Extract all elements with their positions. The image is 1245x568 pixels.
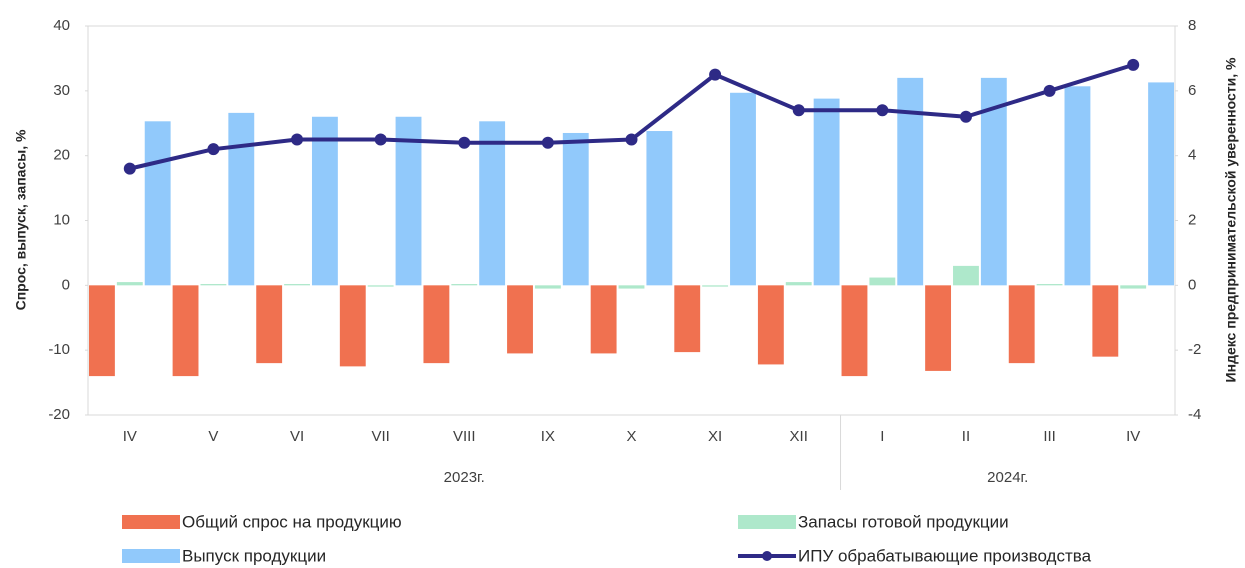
bar xyxy=(144,121,171,286)
line-marker xyxy=(374,133,387,146)
bar xyxy=(1148,82,1174,286)
bar xyxy=(451,284,478,286)
bar xyxy=(172,285,199,377)
bar xyxy=(869,277,896,286)
x-tick-label: II xyxy=(962,428,970,445)
bar xyxy=(841,285,868,377)
bar xyxy=(256,285,283,364)
bar xyxy=(89,285,115,377)
bar xyxy=(730,92,756,286)
x-tick-label: IV xyxy=(123,428,137,445)
bar xyxy=(200,284,227,286)
legend-swatch xyxy=(762,551,772,561)
bar xyxy=(618,285,645,289)
y-tick-label: 10 xyxy=(53,211,70,228)
bar xyxy=(339,285,366,367)
y2-tick-label: 8 xyxy=(1188,17,1196,34)
bar xyxy=(284,284,310,286)
bar xyxy=(116,282,143,286)
bar xyxy=(646,131,673,286)
x-tick-label: VII xyxy=(371,428,389,445)
line-marker xyxy=(709,68,722,81)
bar xyxy=(534,285,561,289)
line-marker xyxy=(1127,58,1140,71)
x-tick-label: XI xyxy=(708,428,722,445)
y2-tick-label: 4 xyxy=(1188,147,1196,164)
bar xyxy=(785,282,812,286)
line-marker xyxy=(291,133,304,146)
y2-axis-title: Индекс предпринимательской уверенности, … xyxy=(1223,57,1239,382)
y2-tick-label: 0 xyxy=(1188,276,1196,293)
bar xyxy=(507,285,533,354)
bar xyxy=(1036,284,1063,286)
bar xyxy=(897,77,924,286)
bar xyxy=(953,265,979,286)
x-tick-label: VI xyxy=(290,428,304,445)
bar xyxy=(813,98,840,286)
x-tick-label: IX xyxy=(541,428,555,445)
y-tick-label: 30 xyxy=(53,82,70,99)
bar xyxy=(367,285,394,287)
line-marker xyxy=(959,110,972,123)
line-marker xyxy=(1043,84,1056,97)
y-tick-label: -10 xyxy=(48,341,70,358)
bar xyxy=(925,285,952,371)
bar xyxy=(1092,285,1119,357)
y2-tick-label: -4 xyxy=(1188,406,1201,423)
bar xyxy=(1120,285,1147,289)
line-marker xyxy=(541,136,554,149)
bar xyxy=(1008,285,1035,364)
y2-tick-label: -2 xyxy=(1188,341,1201,358)
bar xyxy=(702,285,729,287)
line-marker xyxy=(458,136,471,149)
x-tick-label: V xyxy=(208,428,218,445)
line-marker xyxy=(625,133,638,146)
x-group-label: 2024г. xyxy=(987,469,1028,486)
legend-label: Запасы готовой продукции xyxy=(798,512,1009,531)
x-tick-label: III xyxy=(1043,428,1056,445)
legend-label: Выпуск продукции xyxy=(182,546,326,565)
line-marker xyxy=(876,104,889,117)
legend-label: Общий спрос на продукцию xyxy=(182,512,402,531)
bar xyxy=(674,285,701,353)
legend-swatch xyxy=(122,515,180,529)
x-tick-label: I xyxy=(880,428,884,445)
y-axis-title: Спрос, выпуск, запасы, % xyxy=(13,129,29,310)
x-tick-label: XII xyxy=(790,428,808,445)
y2-tick-label: 2 xyxy=(1188,211,1196,228)
bar xyxy=(590,285,617,354)
line-marker xyxy=(123,162,136,175)
x-tick-label: IV xyxy=(1126,428,1140,445)
bar xyxy=(1064,86,1091,286)
y2-tick-label: 6 xyxy=(1188,82,1196,99)
x-group-label: 2023г. xyxy=(444,469,485,486)
legend-label: ИПУ обрабатывающие производства xyxy=(798,546,1092,565)
bar xyxy=(757,285,784,365)
bar xyxy=(311,116,338,286)
bar xyxy=(423,285,450,364)
y-tick-label: -20 xyxy=(48,406,70,423)
bar xyxy=(228,112,255,286)
line-marker xyxy=(207,143,220,156)
y-tick-label: 0 xyxy=(62,276,70,293)
x-tick-label: X xyxy=(626,428,636,445)
y-tick-label: 20 xyxy=(53,147,70,164)
legend-swatch xyxy=(122,549,180,563)
y-tick-label: 40 xyxy=(53,17,70,34)
bar xyxy=(395,116,422,286)
x-tick-label: VIII xyxy=(453,428,476,445)
legend-swatch xyxy=(738,515,796,529)
line-marker xyxy=(792,104,805,117)
bar xyxy=(562,132,589,286)
bar xyxy=(479,121,506,286)
